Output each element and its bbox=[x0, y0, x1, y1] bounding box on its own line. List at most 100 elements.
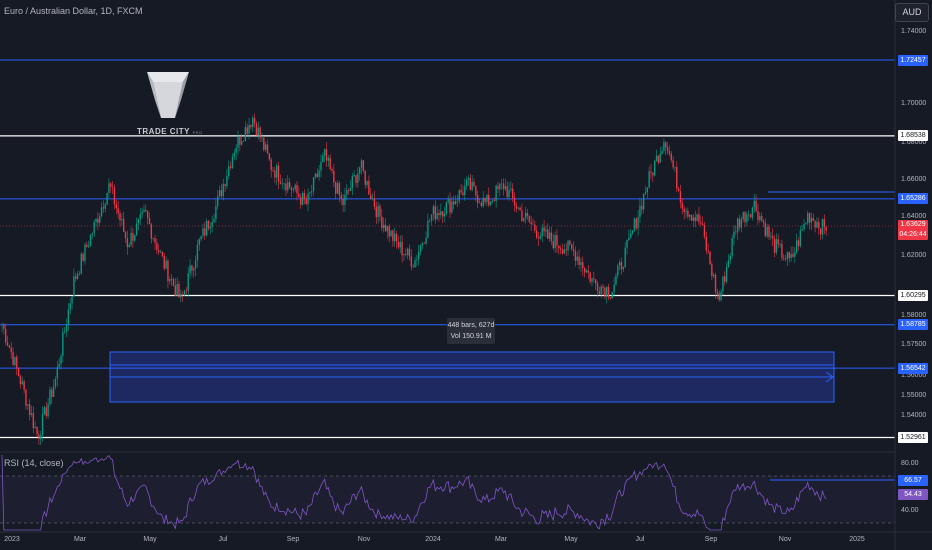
candle-body bbox=[759, 215, 761, 221]
candle-body bbox=[515, 205, 518, 209]
candle-body bbox=[537, 237, 540, 239]
candle-body bbox=[456, 200, 459, 202]
candle-body bbox=[316, 173, 318, 177]
candle-body bbox=[165, 260, 167, 269]
candle-body bbox=[163, 256, 165, 269]
candle-body bbox=[377, 205, 379, 218]
candle-body bbox=[198, 239, 200, 245]
candle-body bbox=[773, 238, 776, 253]
candle-body bbox=[255, 123, 258, 136]
candle-body bbox=[181, 294, 184, 295]
price-tick-label: 1.70000 bbox=[901, 100, 927, 107]
candle-body bbox=[639, 205, 641, 218]
currency-button[interactable]: AUD bbox=[895, 3, 929, 22]
candle-body bbox=[698, 214, 700, 223]
candle-body bbox=[217, 196, 219, 207]
candle-body bbox=[143, 209, 145, 212]
candle-body bbox=[642, 193, 645, 210]
candle-body bbox=[200, 235, 202, 240]
candle-body bbox=[755, 200, 757, 211]
candle-body bbox=[193, 268, 195, 271]
candle-body bbox=[465, 179, 468, 187]
candle-body bbox=[530, 221, 532, 224]
price-tag-value: 1.63629 bbox=[900, 221, 926, 228]
candle-body bbox=[689, 214, 691, 217]
rsi-tick-label: 80.00 bbox=[901, 460, 919, 467]
candle-body bbox=[294, 184, 296, 190]
candle-body bbox=[786, 252, 789, 260]
candle-body bbox=[189, 265, 191, 274]
candle-body bbox=[65, 325, 68, 332]
candle-body bbox=[523, 218, 525, 222]
candle-body bbox=[449, 199, 451, 213]
candle-body bbox=[517, 207, 519, 209]
candle-body bbox=[677, 188, 680, 192]
candle-body bbox=[246, 127, 248, 134]
candle-body bbox=[89, 234, 92, 246]
candle-body bbox=[318, 170, 320, 177]
candle-body bbox=[69, 303, 71, 310]
candle-body bbox=[119, 213, 121, 221]
candle-body bbox=[47, 404, 49, 417]
candle-body bbox=[250, 125, 252, 128]
candle-body bbox=[604, 287, 606, 297]
candle-body bbox=[349, 187, 352, 191]
candle-body bbox=[122, 219, 125, 232]
candle-body bbox=[790, 253, 792, 259]
candle-body bbox=[467, 177, 470, 180]
candle-body bbox=[784, 258, 787, 260]
candle-body bbox=[674, 166, 676, 168]
candle-body bbox=[3, 324, 5, 329]
candle-body bbox=[1, 324, 3, 326]
candle-body bbox=[394, 233, 396, 242]
candle-body bbox=[126, 238, 129, 248]
candle-body bbox=[95, 218, 97, 222]
candle-body bbox=[12, 352, 14, 366]
chart-title: Euro / Australian Dollar, 1D, FXCM bbox=[4, 6, 143, 16]
candle-body bbox=[222, 184, 224, 197]
candle-body bbox=[146, 211, 149, 218]
candle-body bbox=[174, 285, 177, 296]
candle-body bbox=[405, 254, 407, 255]
time-tick-label: Jul bbox=[635, 536, 645, 543]
candle-body bbox=[371, 198, 374, 200]
candle-body bbox=[471, 181, 473, 190]
candle-body bbox=[462, 192, 464, 196]
candle-body bbox=[373, 198, 376, 208]
candle-body bbox=[491, 200, 494, 202]
candle-body bbox=[670, 153, 672, 161]
candle-body bbox=[495, 185, 497, 202]
candle-body bbox=[100, 207, 103, 217]
candle-body bbox=[335, 182, 337, 194]
candle-body bbox=[731, 238, 733, 256]
price-tag: 1.72457 bbox=[898, 54, 928, 66]
candle-body bbox=[816, 221, 818, 228]
candle-body bbox=[333, 170, 335, 183]
candle-body bbox=[384, 224, 387, 232]
candle-body bbox=[506, 186, 508, 198]
candle-body bbox=[137, 219, 140, 224]
candle-body bbox=[412, 266, 414, 268]
candle-body bbox=[488, 195, 490, 206]
candle-body bbox=[788, 252, 790, 259]
candle-body bbox=[504, 186, 507, 190]
candle-body bbox=[819, 228, 822, 235]
candle-body bbox=[779, 243, 781, 245]
candle-body bbox=[187, 273, 189, 291]
candle-body bbox=[240, 141, 243, 145]
price-tag: 1.52961 bbox=[898, 432, 928, 443]
candle-body bbox=[757, 210, 759, 221]
time-tick-label: May bbox=[143, 536, 157, 543]
logo-suffix: PRO bbox=[192, 130, 203, 135]
candle-body bbox=[598, 291, 601, 294]
candle-body bbox=[170, 279, 173, 280]
candle-body bbox=[644, 192, 647, 194]
candle-body bbox=[665, 142, 667, 148]
horizontal-levels bbox=[0, 59, 895, 439]
candle-body bbox=[508, 190, 510, 198]
candle-body bbox=[263, 137, 265, 150]
price-tag: 1.68538 bbox=[898, 130, 928, 142]
candle-body bbox=[587, 270, 590, 273]
candle-body bbox=[561, 249, 564, 254]
